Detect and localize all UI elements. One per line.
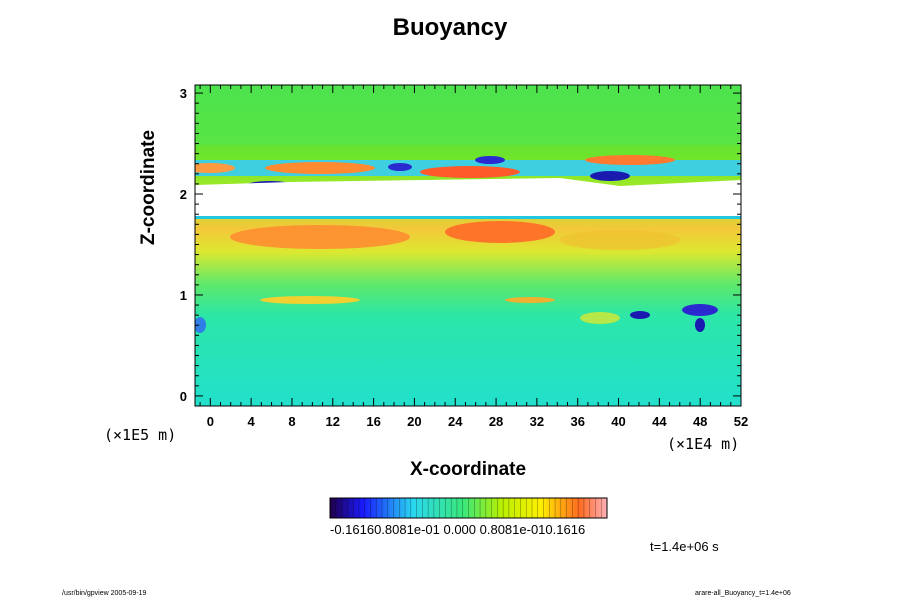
x-tick-label: 28: [489, 414, 503, 429]
x-tick-label: 20: [407, 414, 421, 429]
x-axis-label: X-coordinate: [409, 459, 527, 480]
plot-frame: [194, 84, 742, 407]
x-tick-label: 44: [652, 414, 667, 429]
footer-left: /usr/bin/gpview 2005-09-19: [62, 590, 147, 597]
x-tick-label: 48: [693, 414, 707, 429]
x-tick-label: 52: [734, 414, 748, 429]
x-tick-label: 8: [288, 414, 295, 429]
y-tick-label: 1: [180, 288, 187, 303]
x-tick-label: 12: [326, 414, 340, 429]
x-axis-unit: (×1E4 m): [667, 435, 740, 453]
y-tick-label: 2: [180, 187, 187, 202]
colorbar-ticks: [329, 498, 608, 518]
x-tick-label: 32: [530, 414, 544, 429]
x-tick-label: 4: [248, 414, 256, 429]
x-tick-label: 24: [448, 414, 463, 429]
y-axis-label: Z-coordinate: [138, 129, 159, 245]
x-tick-label: 40: [611, 414, 625, 429]
colorbar-labels: -0.16160.8081e-01 0.000 0.8081e-010.1616: [330, 522, 586, 537]
x-tick-label: 16: [366, 414, 380, 429]
y-axis-unit: (×1E5 m): [104, 426, 177, 444]
chart-title: Buoyancy: [392, 14, 508, 41]
axis-ticks: [195, 85, 742, 406]
y-tick-label: 3: [180, 86, 187, 101]
y-tick-label: 0: [180, 389, 187, 404]
x-tick-label: 36: [570, 414, 584, 429]
footer-right: arare-all_Buoyancy_t=1.4e+06: [695, 590, 791, 597]
time-annotation: t=1.4e+06 s: [650, 539, 719, 554]
x-tick-label: 0: [207, 414, 214, 429]
heatmap-field: [195, 85, 741, 406]
